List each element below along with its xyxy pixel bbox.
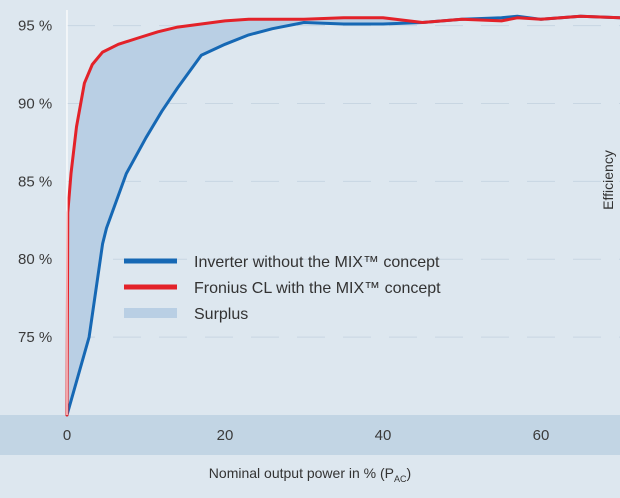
inverter-series-line <box>65 14 620 417</box>
legend: Inverter without the MIX™ concept Fronius… <box>124 254 441 323</box>
legend-fronius-label: Fronius CL with the MIX™ concept <box>194 280 441 297</box>
y-tick-label: 75 % <box>18 329 52 346</box>
fronius-series-line <box>65 14 620 417</box>
y-axis-title: Efficiency <box>600 150 616 210</box>
x-axis-title-sub: AC <box>394 474 407 484</box>
legend-surplus-label: Surplus <box>194 306 248 323</box>
y-tick-label: 95 % <box>18 18 52 35</box>
x-tick-label: 20 <box>217 427 234 444</box>
y-tick-label: 85 % <box>18 173 52 190</box>
axis-layer: 95 % 90 % 85 % 80 % 75 % 0 20 40 60 Nominal outpu… <box>18 10 616 484</box>
x-tick-label: 40 <box>375 427 392 444</box>
x-axis-title: Nominal output power in % (PAC) <box>209 465 411 484</box>
x-tick-label: 0 <box>63 427 71 444</box>
y-tick-label: 90 % <box>18 95 52 112</box>
x-axis-band-rect <box>0 415 620 455</box>
x-axis-band <box>0 415 620 455</box>
x-tick-label: 60 <box>533 427 550 444</box>
legend-surplus-swatch <box>124 308 177 318</box>
surplus-area <box>67 16 620 415</box>
legend-inverter-label: Inverter without the MIX™ concept <box>194 254 440 271</box>
series-layer <box>65 14 620 417</box>
surplus-fill <box>67 16 620 415</box>
x-axis-title-end: ) <box>407 465 412 481</box>
y-tick-label: 80 % <box>18 251 52 268</box>
x-axis-title-main: Nominal output power in % (P <box>209 465 394 481</box>
